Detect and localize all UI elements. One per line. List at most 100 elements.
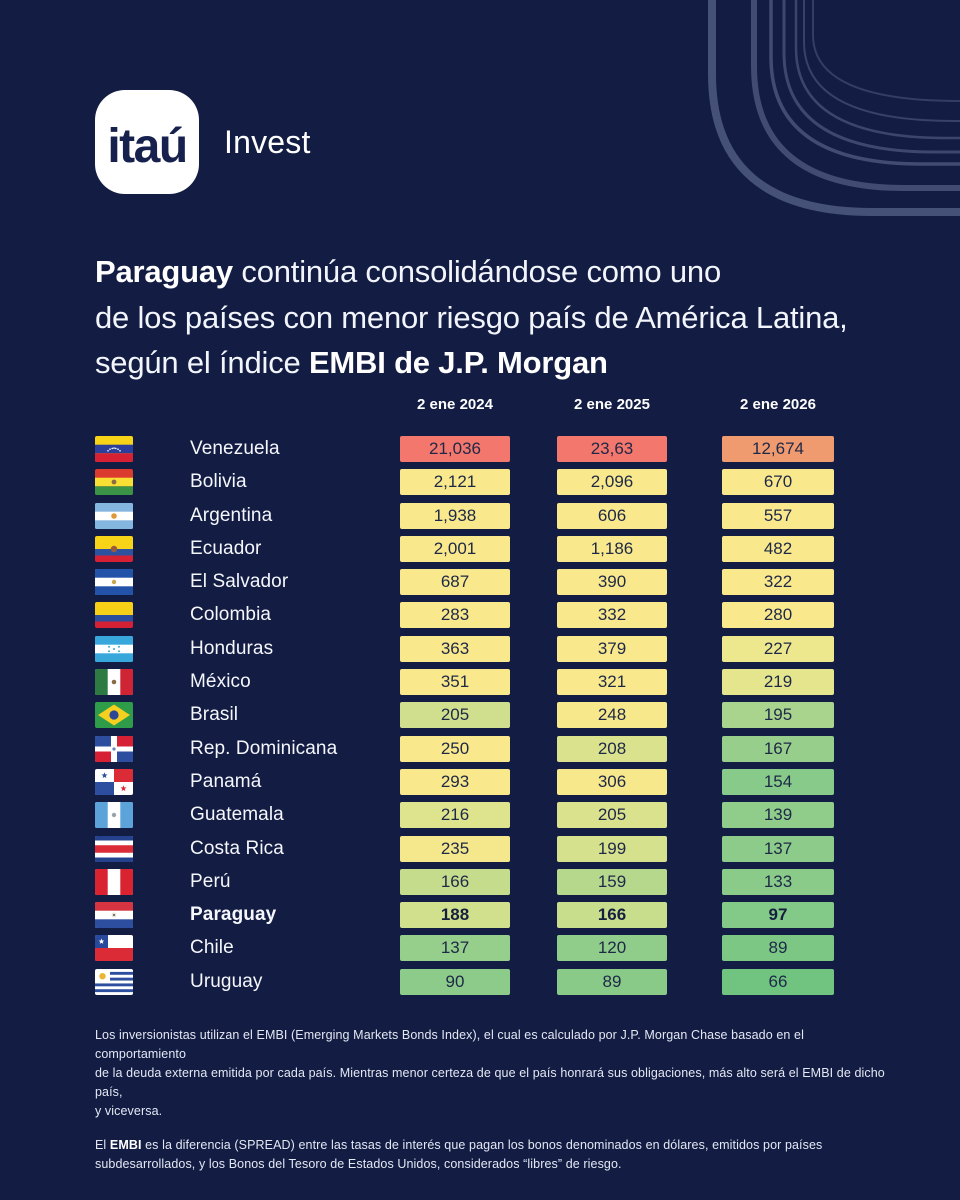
embi-table: 2 ene 2024 2 ene 2025 2 ene 2026 Venezue… <box>95 396 835 995</box>
embi-value-cell: 205 <box>557 802 667 829</box>
embi-value-cell: 482 <box>722 535 834 562</box>
country-label: Costa Rica <box>190 837 284 859</box>
footnote-spread-definition: El EMBI es la diferencia (SPREAD) entre … <box>95 1138 823 1171</box>
footnote-embi-definition: Los inversionistas utilizan el EMBI (Eme… <box>95 1028 885 1118</box>
corner-curves-decoration <box>708 0 960 216</box>
table-row: Colombia 283 332 280 <box>95 602 835 629</box>
flag-uruguay-icon <box>95 968 133 995</box>
flag-peru-icon <box>95 868 133 895</box>
embi-value-cell: 167 <box>722 735 834 762</box>
embi-value-cell: 159 <box>557 868 667 895</box>
embi-value-cell: 219 <box>722 669 834 696</box>
embi-value-cell: 23,63 <box>557 436 667 462</box>
table-row: México 351 321 219 <box>95 669 835 696</box>
embi-value-cell: 670 <box>722 469 834 496</box>
country-label: Brasil <box>190 704 239 726</box>
country-label: Paraguay <box>190 904 277 926</box>
embi-value-cell: 363 <box>400 635 510 662</box>
product-label: Invest <box>224 124 311 160</box>
flag-honduras-icon <box>95 635 133 662</box>
embi-value-cell: 2,121 <box>400 469 510 496</box>
embi-value-cell: 379 <box>557 635 667 662</box>
embi-value-cell: 216 <box>400 802 510 829</box>
embi-value-cell: 322 <box>722 569 834 596</box>
embi-value-cell: 199 <box>557 835 667 862</box>
flag-venezuela-icon <box>95 436 133 462</box>
table-header-row: 2 ene 2024 2 ene 2025 2 ene 2026 <box>400 396 835 413</box>
itau-logo-text: itaú <box>107 119 188 173</box>
footnotes: Los inversionistas utilizan el EMBI (Eme… <box>95 1026 885 1174</box>
embi-value-cell: 166 <box>557 902 667 929</box>
table-row: Uruguay 90 89 66 <box>95 968 835 995</box>
flag-rep-dominicana-icon <box>95 735 133 762</box>
embi-value-cell: 235 <box>400 835 510 862</box>
embi-value-cell: 390 <box>557 569 667 596</box>
country-label: El Salvador <box>190 571 289 593</box>
table-row: Brasil 205 248 195 <box>95 702 835 729</box>
country-label: Panamá <box>190 770 262 792</box>
flag-panama-icon <box>95 768 133 795</box>
country-label: Colombia <box>190 604 272 626</box>
flag-guatemala-icon <box>95 802 133 829</box>
embi-value-cell: 1,186 <box>557 535 667 562</box>
table-row: Honduras 363 379 227 <box>95 635 835 662</box>
flag-ecuador-icon <box>95 535 133 562</box>
headline-line-2: de los países con menor riesgo país de A… <box>95 299 848 335</box>
table-row: Rep. Dominicana 250 208 167 <box>95 735 835 762</box>
embi-value-cell: 306 <box>557 768 667 795</box>
embi-value-cell: 280 <box>722 602 834 629</box>
table-row: Argentina 1,938 606 557 <box>95 502 835 529</box>
embi-value-cell: 166 <box>400 868 510 895</box>
flag-brasil-icon <box>95 702 133 729</box>
column-header-2024: 2 ene 2024 <box>417 396 493 413</box>
embi-table-rows: Venezuela 21,036 23,63 12,674 Bolivia 2,121 2,… <box>95 436 835 995</box>
embi-value-cell: 205 <box>400 702 510 729</box>
table-row: Perú 166 159 133 <box>95 868 835 895</box>
embi-value-cell: 120 <box>557 935 667 962</box>
country-label: Argentina <box>190 504 273 526</box>
flag-el-salvador-icon <box>95 569 133 596</box>
country-label: Ecuador <box>190 537 262 559</box>
embi-value-cell: 89 <box>722 935 834 962</box>
table-row: Guatemala 216 205 139 <box>95 802 835 829</box>
embi-value-cell: 90 <box>400 968 510 995</box>
table-row: Ecuador 2,001 1,186 482 <box>95 535 835 562</box>
itau-logo: itaú <box>95 90 199 194</box>
headline-line-3: según el índice EMBI de J.P. Morgan <box>95 345 608 380</box>
embi-value-cell: 250 <box>400 735 510 762</box>
embi-value-cell: 687 <box>400 569 510 596</box>
country-label: Rep. Dominicana <box>190 737 338 759</box>
embi-value-cell: 154 <box>722 768 834 795</box>
flag-bolivia-icon <box>95 469 133 496</box>
table-row: Paraguay 188 166 97 <box>95 902 835 929</box>
embi-value-cell: 321 <box>557 669 667 696</box>
country-label: México <box>190 671 251 693</box>
table-row: El Salvador 687 390 322 <box>95 569 835 596</box>
flag-mexico-icon <box>95 669 133 696</box>
table-row: Costa Rica 235 199 137 <box>95 835 835 862</box>
embi-value-cell: 557 <box>722 502 834 529</box>
country-label: Chile <box>190 937 234 959</box>
embi-value-cell: 606 <box>557 502 667 529</box>
country-label: Honduras <box>190 637 274 659</box>
embi-value-cell: 195 <box>722 702 834 729</box>
country-label: Uruguay <box>190 970 263 992</box>
flag-colombia-icon <box>95 602 133 629</box>
column-header-2026: 2 ene 2026 <box>740 396 816 413</box>
country-label: Bolivia <box>190 471 247 493</box>
embi-value-cell: 137 <box>722 835 834 862</box>
embi-value-cell: 12,674 <box>722 436 834 462</box>
embi-value-cell: 21,036 <box>400 436 510 462</box>
embi-value-cell: 248 <box>557 702 667 729</box>
embi-value-cell: 293 <box>400 768 510 795</box>
flag-costa-rica-icon <box>95 835 133 862</box>
embi-value-cell: 133 <box>722 868 834 895</box>
flag-chile-icon <box>95 935 133 962</box>
table-row: Bolivia 2,121 2,096 670 <box>95 469 835 496</box>
embi-value-cell: 227 <box>722 635 834 662</box>
embi-value-cell: 351 <box>400 669 510 696</box>
embi-value-cell: 283 <box>400 602 510 629</box>
embi-value-cell: 332 <box>557 602 667 629</box>
embi-value-cell: 137 <box>400 935 510 962</box>
table-row: Venezuela 21,036 23,63 12,674 <box>95 436 835 462</box>
